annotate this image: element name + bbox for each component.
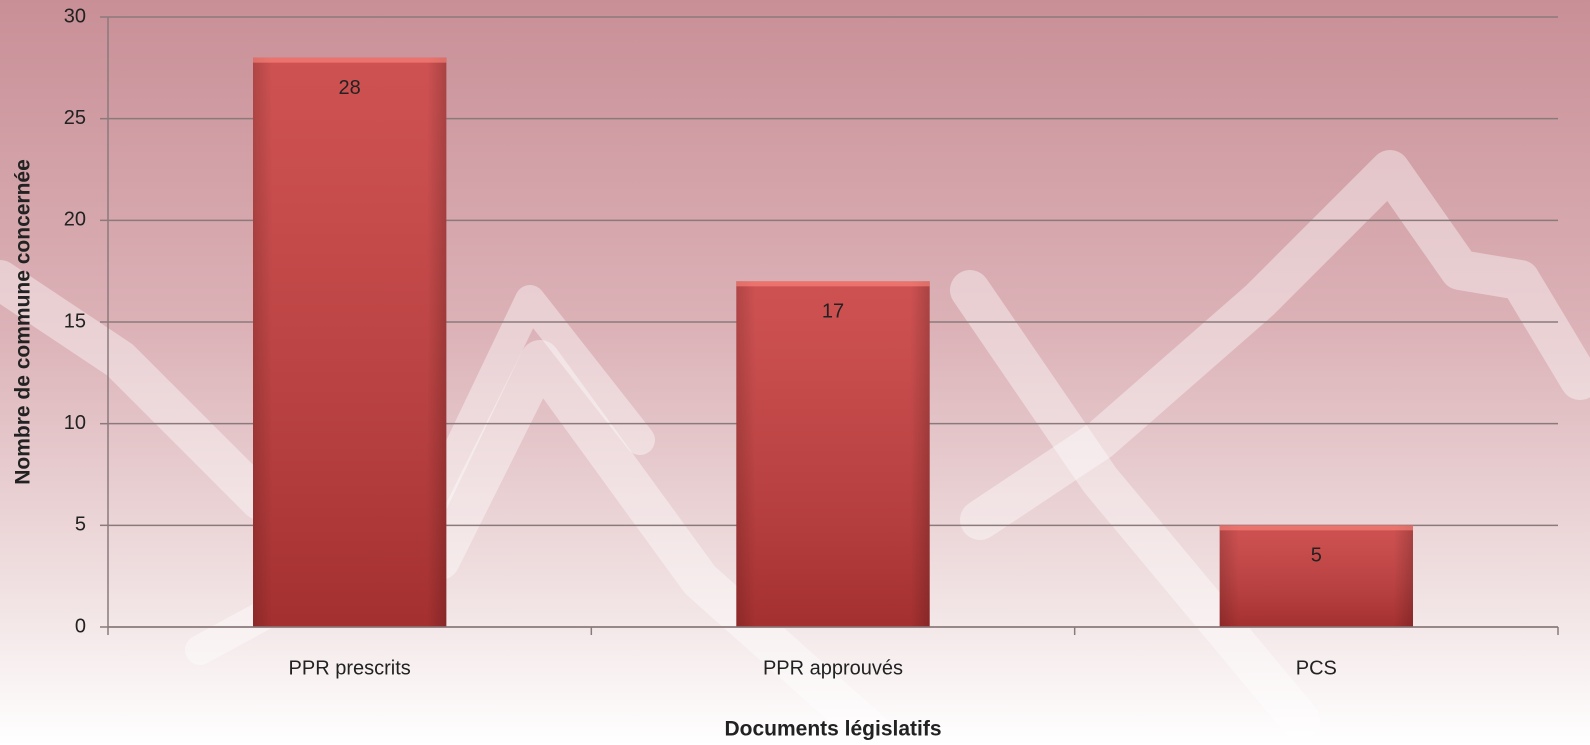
y-tick-label: 30 <box>64 5 86 27</box>
bar-highlight <box>736 281 929 286</box>
bar-edge <box>253 58 446 627</box>
data-label: 5 <box>1311 545 1322 567</box>
bar-highlight <box>253 58 446 63</box>
y-tick-label: 0 <box>75 615 86 637</box>
y-tick-label: 5 <box>75 514 86 536</box>
y-tick-label: 25 <box>64 107 86 129</box>
data-label: 28 <box>339 77 361 99</box>
x-tick-label: PPR prescrits <box>289 657 411 679</box>
x-tick-label: PCS <box>1296 657 1337 679</box>
y-tick-label: 10 <box>64 412 86 434</box>
bar-highlight <box>1220 525 1413 530</box>
y-tick-label: 20 <box>64 209 86 231</box>
bar-edge <box>736 281 929 627</box>
x-tick-label: PPR approuvés <box>763 657 903 679</box>
x-axis-title: Documents législatifs <box>724 718 941 741</box>
chart: Documents législatifs Nombre de commune … <box>0 0 1590 745</box>
y-tick-label: 15 <box>64 310 86 332</box>
bar-edge <box>1220 525 1413 627</box>
y-axis-title: Nombre de commune concernée <box>12 159 35 485</box>
data-label: 17 <box>822 301 844 323</box>
